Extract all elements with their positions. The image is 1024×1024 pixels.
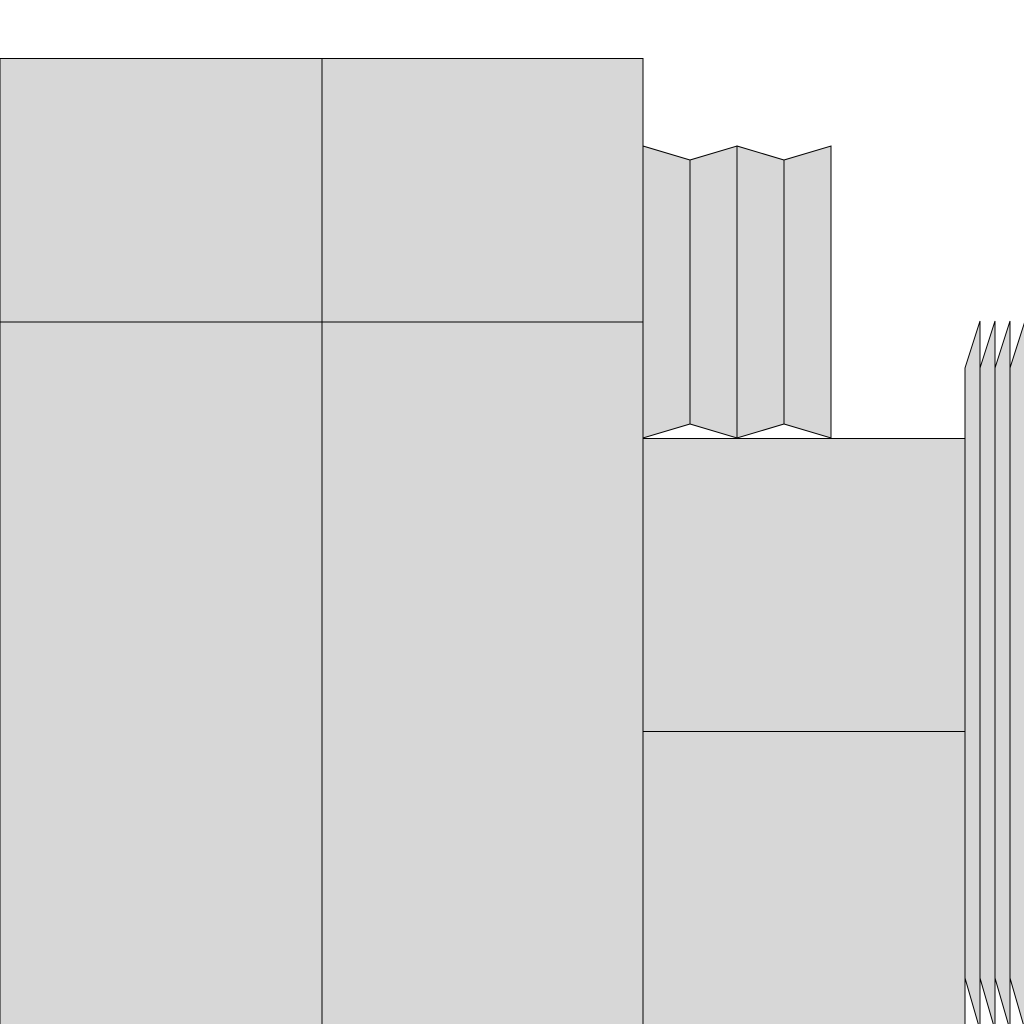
panel-bottom-middle [321,321,644,1024]
right-fold-strip [979,320,996,1024]
top-fold-strips [642,145,832,439]
top-fold-strip [783,145,832,439]
right-fold-strips [964,320,1024,1024]
right-fold-strip [994,320,1011,1024]
panel-right-lower [642,731,966,1024]
panel-top-left [0,58,323,323]
right-fold-strip [964,320,981,1024]
top-fold-strip [642,145,691,439]
top-fold-strip [736,145,785,439]
panel-bottom-left [0,321,323,1024]
panel-top-middle [321,58,644,323]
panel-right-upper [642,438,966,732]
right-fold-strip [1009,322,1024,1024]
top-fold-strip [689,145,738,439]
